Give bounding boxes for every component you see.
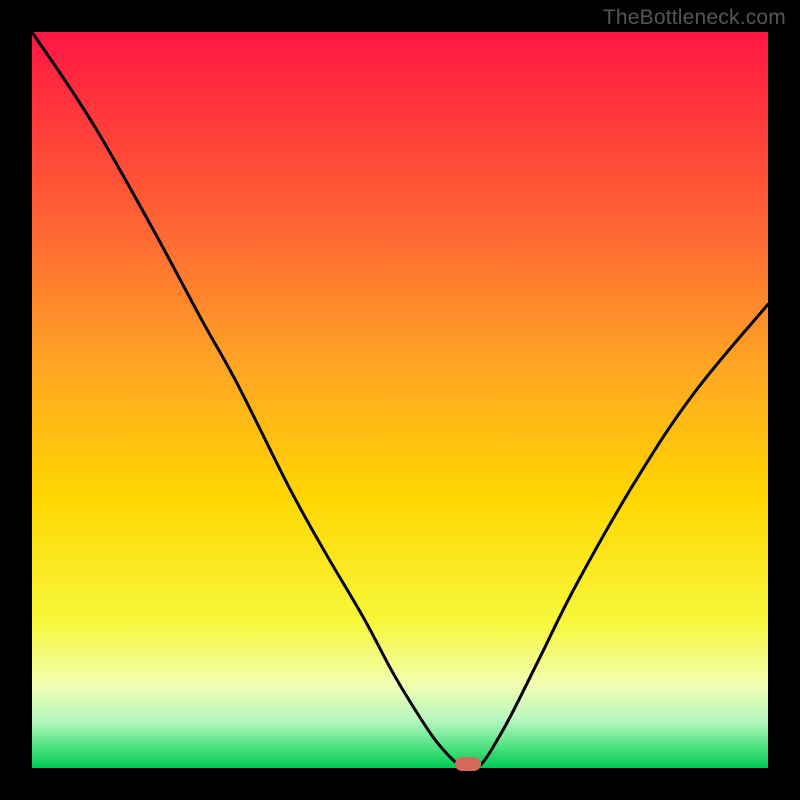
watermark-text: TheBottleneck.com [603, 6, 786, 30]
optimal-marker [455, 757, 481, 771]
plot-area [32, 32, 768, 768]
bottleneck-curve [32, 32, 768, 768]
curve-path [32, 32, 768, 768]
